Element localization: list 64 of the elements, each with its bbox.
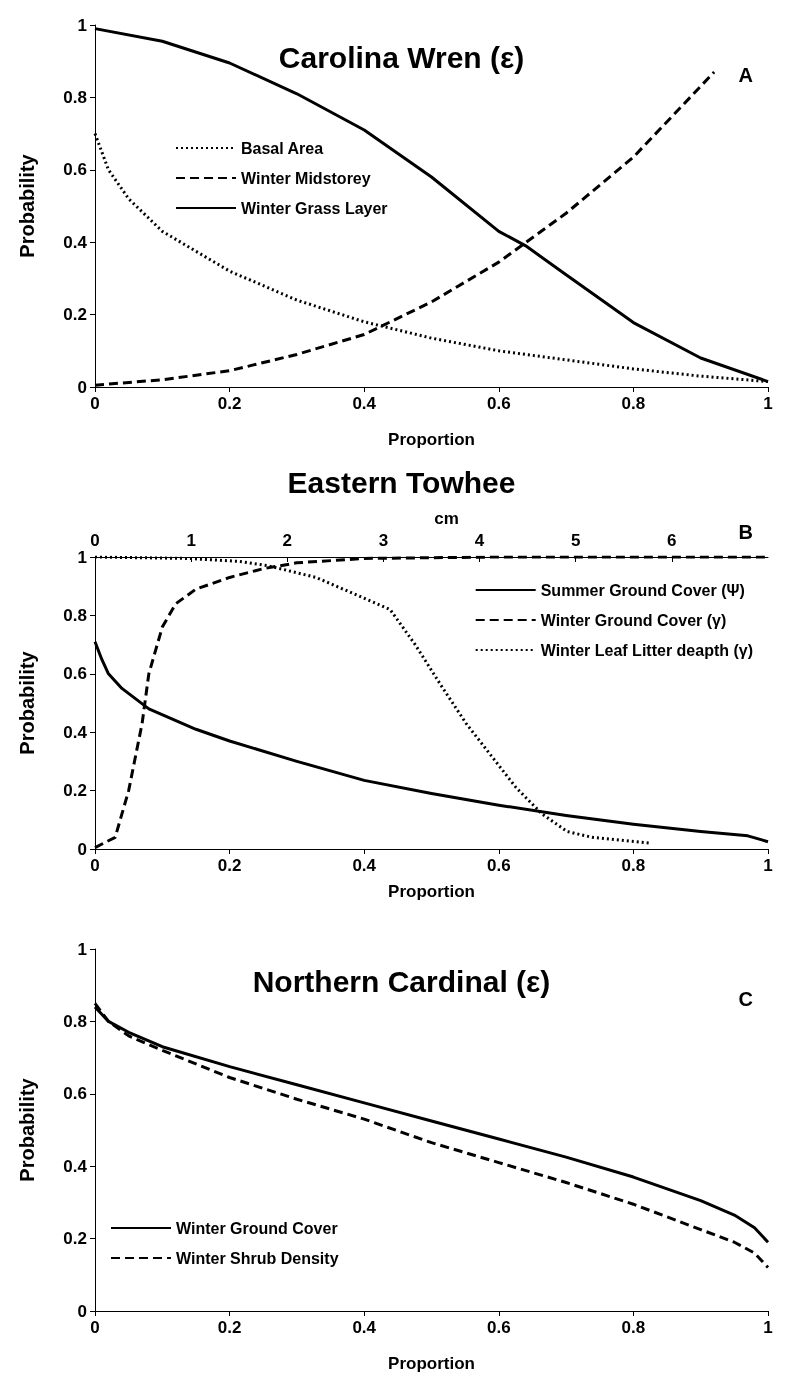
x-tick-label: 0.4 <box>352 856 377 875</box>
x-tick-label: 1 <box>763 394 773 413</box>
legend-label: Winter Grass Layer <box>241 199 388 217</box>
x-tick-label: 0.6 <box>486 394 511 413</box>
y-axis-title: Probability <box>16 153 38 258</box>
y-tick-label: 0.6 <box>63 1084 87 1104</box>
y-tick-label: 0 <box>77 1301 87 1321</box>
y-tick-label: 0.8 <box>63 87 87 107</box>
legend-label: Winter Midstorey <box>241 169 371 187</box>
y-tick-label: 0.4 <box>63 1156 88 1176</box>
chart-title: Eastern Towhee <box>287 465 516 499</box>
annotation: C <box>738 988 754 1010</box>
x-tick-label: 0.8 <box>621 856 646 875</box>
legend-label: Basal Area <box>241 139 324 157</box>
x2-tick-label: 6 <box>667 531 677 550</box>
y-tick-label: 0.8 <box>63 1011 87 1031</box>
x-tick-label: 0 <box>90 856 100 875</box>
x-tick-label: 0 <box>90 1318 100 1337</box>
legend-label: Winter Ground Cover <box>176 1219 338 1237</box>
x2-axis-title: cm <box>434 509 459 529</box>
y-tick-label: 0 <box>77 839 87 859</box>
x-tick-label: 0.4 <box>352 394 377 413</box>
x-tick-label: 0.8 <box>621 1318 646 1337</box>
y-tick-label: 1 <box>77 15 87 35</box>
x-axis-title: Proportion <box>388 430 475 449</box>
y-tick-label: 0.4 <box>63 232 88 252</box>
y-axis-title: Probability <box>16 650 38 755</box>
x2-tick-label: 5 <box>570 531 581 550</box>
legend-label: Winter Shrub Density <box>176 1249 339 1267</box>
x-axis-title: Proportion <box>388 882 475 901</box>
x2-tick-label: 3 <box>378 531 389 550</box>
legend-label: Winter Leaf Litter deapth (γ) <box>540 641 753 659</box>
x2-tick-label: 1 <box>186 531 196 550</box>
x-tick-label: 0.8 <box>621 394 646 413</box>
x-tick-label: 0.2 <box>217 394 242 413</box>
y-tick-label: 0.8 <box>63 605 87 625</box>
x-tick-label: 0.2 <box>217 856 242 875</box>
text: B <box>738 521 754 543</box>
y-tick-label: 0.4 <box>63 722 88 742</box>
y-tick-label: 0.6 <box>63 664 87 684</box>
legend-label: Winter Ground Cover (γ) <box>540 611 727 629</box>
x2-tick-label: 4 <box>474 531 485 550</box>
x-tick-label: 0.2 <box>217 1318 242 1337</box>
legend-label: Summer Ground Cover (Ψ) <box>540 581 745 599</box>
y-tick-label: 0.2 <box>63 1229 87 1249</box>
x-tick-label: 0.6 <box>486 856 511 875</box>
y-tick-label: 0.2 <box>63 305 87 325</box>
x2-tick-label: 0 <box>90 531 100 550</box>
y-tick-label: 1 <box>77 547 87 567</box>
x-tick-label: 1 <box>763 856 773 875</box>
y-tick-label: 0 <box>77 377 87 397</box>
y-tick-label: 0.2 <box>63 781 87 801</box>
text: Carolina Wren (ε) <box>278 40 525 74</box>
text: Northern Cardinal (ε) <box>252 964 551 998</box>
x-tick-label: 0 <box>90 394 100 413</box>
x-tick-label: 0.6 <box>486 1318 511 1337</box>
y-axis-title: Probability <box>16 1077 38 1182</box>
annotation: A <box>738 64 754 86</box>
x-axis-title: Proportion <box>388 1354 475 1373</box>
y-tick-label: 1 <box>77 939 87 959</box>
y-tick-label: 0.6 <box>63 160 87 180</box>
x2-tick-label: 2 <box>282 531 293 550</box>
x-tick-label: 0.4 <box>352 1318 377 1337</box>
x-tick-label: 1 <box>763 1318 773 1337</box>
